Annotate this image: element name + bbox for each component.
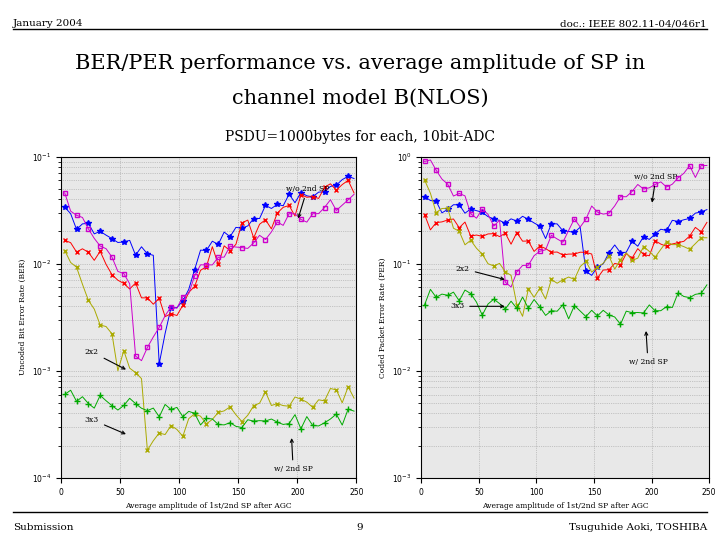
X-axis label: Average amplitude of 1st/2nd SP after AGC: Average amplitude of 1st/2nd SP after AG…: [125, 502, 292, 510]
Text: 2x2: 2x2: [85, 348, 125, 369]
Text: Submission: Submission: [13, 523, 73, 532]
Text: January 2004: January 2004: [13, 19, 84, 28]
Y-axis label: Coded Packet Error Rate (PER): Coded Packet Error Rate (PER): [379, 257, 387, 377]
Text: 2x2: 2x2: [456, 265, 504, 280]
Text: w/o 2nd SP: w/o 2nd SP: [286, 185, 329, 217]
Text: 3x3: 3x3: [450, 302, 503, 310]
Text: 9: 9: [356, 523, 364, 532]
Text: w/ 2nd SP: w/ 2nd SP: [274, 440, 312, 474]
Text: PSDU=1000bytes for each, 10bit-ADC: PSDU=1000bytes for each, 10bit-ADC: [225, 130, 495, 144]
Text: channel model B(NLOS): channel model B(NLOS): [232, 89, 488, 108]
Text: BER/PER performance vs. average amplitude of SP in: BER/PER performance vs. average amplitud…: [75, 54, 645, 73]
Text: w/ 2nd SP: w/ 2nd SP: [629, 332, 667, 366]
Text: Tsuguhide Aoki, TOSHIBA: Tsuguhide Aoki, TOSHIBA: [569, 523, 707, 532]
Text: doc.: IEEE 802.11-04/046r1: doc.: IEEE 802.11-04/046r1: [560, 19, 707, 28]
Text: w/o 2nd SP: w/o 2nd SP: [634, 173, 678, 201]
X-axis label: Average amplitude of 1st/2nd SP after AGC: Average amplitude of 1st/2nd SP after AG…: [482, 502, 649, 510]
Text: 3x3: 3x3: [85, 416, 125, 434]
Y-axis label: Uncoded Bit Error Rate (BER): Uncoded Bit Error Rate (BER): [19, 259, 27, 375]
